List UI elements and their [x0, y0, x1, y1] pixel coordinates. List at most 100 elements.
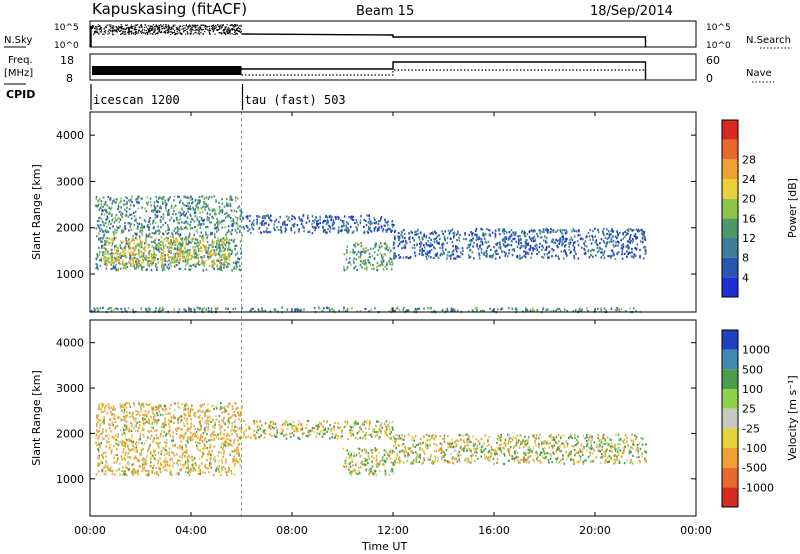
nsky-point — [131, 27, 133, 29]
power-cell — [129, 225, 131, 228]
nsky-point — [137, 32, 139, 34]
velocity-cell — [196, 446, 199, 449]
velocity-cell — [220, 437, 222, 440]
velocity-cell — [204, 421, 206, 424]
velocity-cell — [172, 436, 174, 439]
velocity-cell — [226, 404, 229, 407]
power-cell — [479, 310, 482, 313]
power-cell — [166, 246, 169, 249]
power-cell — [530, 256, 532, 259]
power-cell — [132, 238, 134, 241]
power-cell — [228, 246, 230, 249]
velocity-cell — [156, 419, 158, 423]
power-cell — [196, 203, 199, 206]
velocity-cell — [187, 426, 190, 429]
power-cell — [281, 306, 283, 309]
power-cell — [237, 261, 240, 264]
power-cell — [106, 264, 108, 267]
power-cell — [453, 257, 455, 260]
power-cell — [212, 216, 214, 220]
power-cell — [225, 260, 228, 264]
power-cell — [610, 229, 613, 232]
power-cell — [365, 250, 367, 253]
nsky-point — [134, 29, 136, 31]
velocity-cell — [207, 408, 209, 411]
nsky-point — [231, 33, 233, 35]
power-cell — [516, 255, 519, 258]
power-cell — [205, 203, 207, 206]
power-region — [95, 195, 243, 272]
power-cell — [451, 250, 454, 253]
power-cell — [483, 251, 485, 254]
nsky-point — [112, 25, 114, 27]
velocity-cell — [208, 410, 210, 413]
power-cell — [188, 264, 191, 267]
velocity-cell — [206, 453, 209, 456]
nsky-point — [144, 33, 146, 35]
power-cell — [494, 257, 497, 260]
velocity-cell — [121, 441, 124, 445]
power-cell — [115, 201, 117, 204]
nsky-point — [132, 28, 134, 30]
power-cell — [204, 260, 207, 263]
power-cell — [114, 248, 116, 251]
nsky-point — [177, 27, 179, 29]
velocity-cell — [185, 449, 188, 452]
freq-label: Freq. — [8, 55, 33, 66]
power-cell — [349, 251, 352, 254]
power-cell — [192, 208, 195, 211]
power-cell — [233, 238, 236, 241]
nsky-point — [122, 27, 124, 29]
power-cell — [608, 233, 611, 237]
power-cell — [120, 240, 122, 243]
power-cell — [211, 233, 213, 236]
power-cell — [156, 199, 158, 203]
power-cell — [352, 218, 355, 222]
power-cell — [460, 251, 462, 254]
power-cell — [189, 232, 191, 235]
nsearch-label: N.Search — [746, 35, 791, 46]
power-cell — [518, 239, 520, 242]
power-cell — [118, 258, 121, 261]
power-cell — [316, 222, 318, 225]
power-cell — [486, 253, 488, 256]
nsky-point — [193, 24, 195, 26]
power-cell — [612, 251, 614, 254]
power-cell — [206, 236, 208, 240]
velocity-cell — [142, 417, 144, 420]
power-cell — [227, 307, 229, 311]
nsky-point — [195, 32, 197, 34]
velocity-cell — [136, 421, 138, 424]
nsky-point — [148, 31, 151, 33]
power-cell — [119, 244, 121, 247]
nsky-point — [160, 30, 162, 32]
velocity-cell — [192, 466, 194, 469]
power-cell — [316, 224, 319, 227]
power-cell — [401, 247, 403, 250]
power-cell — [406, 256, 408, 259]
power-cell — [202, 239, 204, 242]
power-cell — [536, 252, 538, 256]
velocity-cell — [142, 435, 145, 438]
power-cell — [246, 225, 248, 228]
power-cell — [168, 259, 170, 262]
power-cell — [419, 245, 422, 248]
power-cell — [201, 234, 204, 237]
power-cell — [216, 222, 219, 225]
velocity-cell — [131, 412, 134, 415]
power-cell — [597, 228, 599, 231]
power-cell — [135, 252, 137, 256]
power-cell — [441, 309, 444, 312]
nsky-point — [116, 31, 118, 33]
power-cell — [547, 251, 550, 254]
power-cell — [526, 310, 529, 313]
power-cell — [131, 201, 133, 204]
velocity-cell — [175, 428, 177, 431]
power-cell — [369, 223, 372, 226]
power-cell — [108, 261, 110, 264]
nsky-point — [185, 24, 187, 26]
nsky-point — [137, 24, 139, 26]
power-cell — [356, 269, 358, 272]
power-cell — [494, 234, 497, 237]
power-cell — [113, 199, 115, 202]
